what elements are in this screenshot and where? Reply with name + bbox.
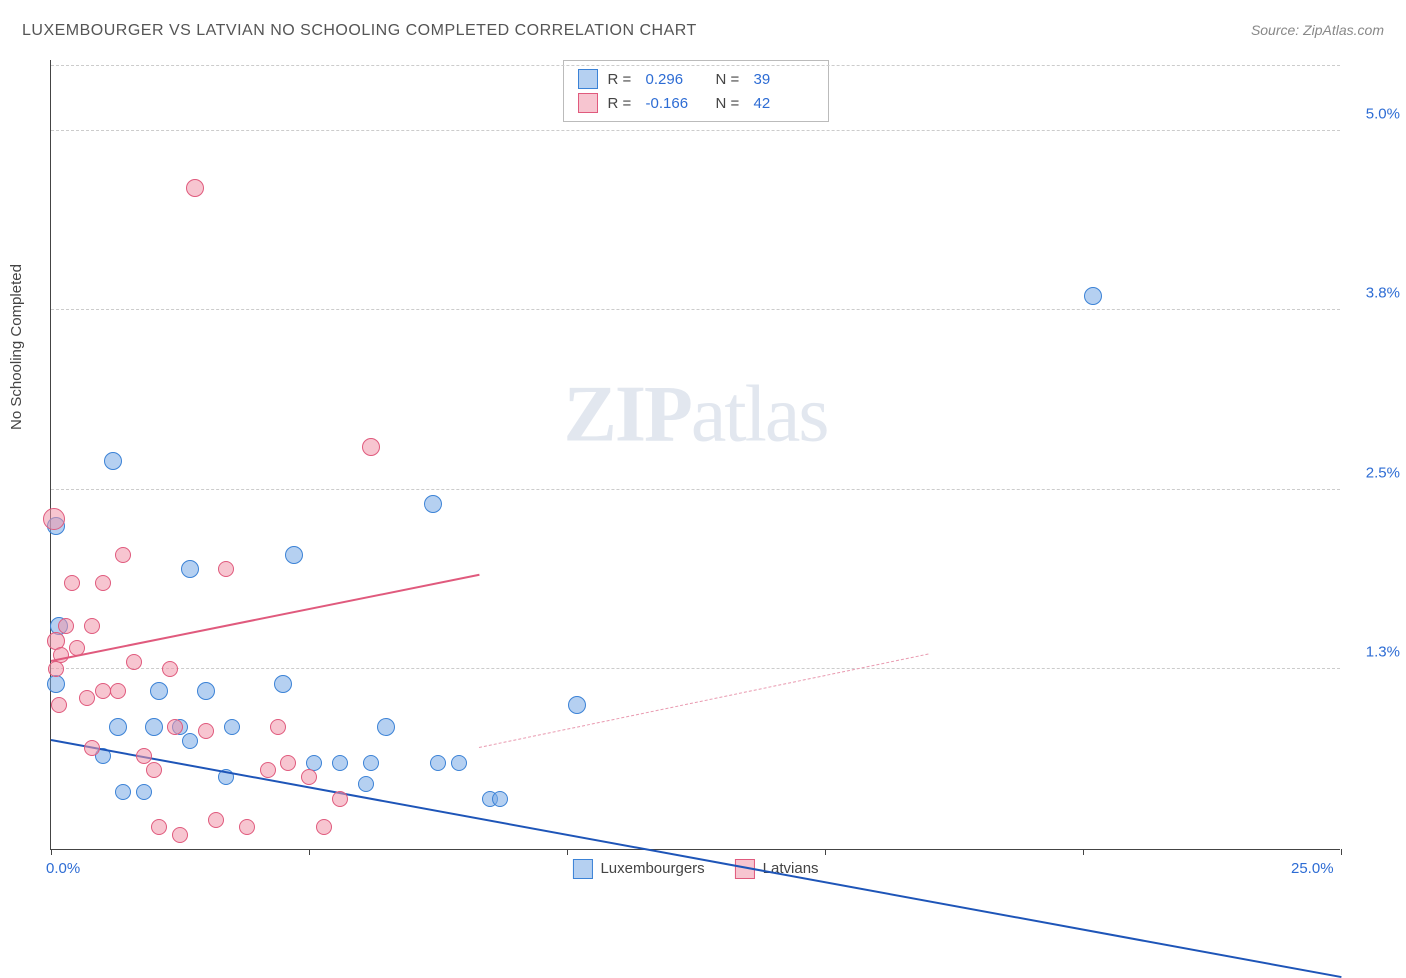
- scatter-point: [198, 723, 214, 739]
- scatter-point: [332, 791, 348, 807]
- scatter-point: [151, 819, 167, 835]
- gridline: [51, 130, 1340, 131]
- scatter-point: [146, 762, 162, 778]
- legend-n-value: 39: [754, 71, 814, 88]
- scatter-point: [181, 560, 199, 578]
- scatter-point: [358, 776, 374, 792]
- correlation-legend: R = 0.296 N = 39 R = -0.166 N = 42: [563, 60, 829, 122]
- scatter-point: [172, 827, 188, 843]
- x-tick-mark: [1341, 849, 1342, 855]
- scatter-point: [285, 546, 303, 564]
- plot-area: ZIPatlas R =0.296N =39R =-0.166N =42 Lux…: [50, 60, 1340, 850]
- scatter-point: [51, 697, 67, 713]
- scatter-point: [186, 179, 204, 197]
- y-tick-label: 5.0%: [1366, 105, 1400, 122]
- scatter-point: [377, 718, 395, 736]
- scatter-point: [150, 682, 168, 700]
- scatter-point: [115, 547, 131, 563]
- legend-swatch: [578, 69, 598, 89]
- y-tick-label: 1.3%: [1366, 644, 1400, 661]
- scatter-point: [1084, 287, 1102, 305]
- scatter-point: [47, 675, 65, 693]
- scatter-point: [84, 740, 100, 756]
- scatter-point: [126, 654, 142, 670]
- legend-r-label: R =: [608, 71, 636, 88]
- legend-r-value: 0.296: [646, 71, 706, 88]
- scatter-point: [239, 819, 255, 835]
- scatter-point: [301, 769, 317, 785]
- scatter-point: [224, 719, 240, 735]
- scatter-point: [208, 812, 224, 828]
- x-tick-mark: [1083, 849, 1084, 855]
- scatter-point: [316, 819, 332, 835]
- scatter-point: [48, 661, 64, 677]
- scatter-point: [109, 718, 127, 736]
- x-tick-label: 0.0%: [46, 860, 80, 877]
- scatter-point: [260, 762, 276, 778]
- scatter-point: [218, 561, 234, 577]
- scatter-point: [363, 755, 379, 771]
- scatter-point: [64, 575, 80, 591]
- scatter-point: [451, 755, 467, 771]
- series-legend: LuxembourgersLatvians: [572, 859, 818, 879]
- y-axis-label: No Schooling Completed: [8, 264, 25, 430]
- chart-title: LUXEMBOURGER VS LATVIAN NO SCHOOLING COM…: [22, 22, 697, 40]
- scatter-point: [492, 791, 508, 807]
- gridline: [51, 668, 1340, 669]
- scatter-point: [104, 452, 122, 470]
- legend-n-label: N =: [716, 71, 744, 88]
- watermark-light: atlas: [691, 371, 828, 459]
- x-tick-mark: [309, 849, 310, 855]
- scatter-point: [79, 690, 95, 706]
- scatter-point: [95, 575, 111, 591]
- x-tick-mark: [51, 849, 52, 855]
- y-tick-label: 2.5%: [1366, 464, 1400, 481]
- scatter-point: [58, 618, 74, 634]
- legend-n-label: N =: [716, 95, 744, 112]
- trend-line: [51, 739, 1341, 978]
- scatter-point: [362, 438, 380, 456]
- scatter-point: [280, 755, 296, 771]
- scatter-point: [270, 719, 286, 735]
- scatter-point: [95, 683, 111, 699]
- scatter-point: [84, 618, 100, 634]
- legend-swatch: [572, 859, 592, 879]
- legend-r-label: R =: [608, 95, 636, 112]
- source-attribution: Source: ZipAtlas.com: [1251, 22, 1384, 38]
- scatter-point: [115, 784, 131, 800]
- scatter-point: [136, 784, 152, 800]
- gridline: [51, 489, 1340, 490]
- legend-n-value: 42: [754, 95, 814, 112]
- scatter-point: [424, 495, 442, 513]
- scatter-point: [110, 683, 126, 699]
- scatter-point: [197, 682, 215, 700]
- scatter-point: [167, 719, 183, 735]
- scatter-point: [332, 755, 348, 771]
- scatter-point: [274, 675, 292, 693]
- x-tick-mark: [567, 849, 568, 855]
- gridline: [51, 309, 1340, 310]
- legend-swatch: [578, 93, 598, 113]
- scatter-point: [182, 733, 198, 749]
- x-tick-mark: [825, 849, 826, 855]
- trend-line: [51, 574, 480, 662]
- x-tick-label: 25.0%: [1291, 860, 1334, 877]
- scatter-point: [568, 696, 586, 714]
- gridline: [51, 65, 1340, 66]
- scatter-point: [430, 755, 446, 771]
- legend-r-value: -0.166: [646, 95, 706, 112]
- y-tick-label: 3.8%: [1366, 285, 1400, 302]
- watermark-bold: ZIP: [564, 371, 691, 459]
- watermark: ZIPatlas: [564, 370, 828, 461]
- scatter-point: [43, 508, 65, 530]
- legend-item: Luxembourgers: [572, 859, 704, 879]
- legend-row: R = 0.296 N = 39: [578, 67, 814, 91]
- scatter-point: [162, 661, 178, 677]
- legend-row: R = -0.166 N = 42: [578, 91, 814, 115]
- scatter-point: [136, 748, 152, 764]
- scatter-point: [145, 718, 163, 736]
- legend-label: Luxembourgers: [600, 860, 704, 877]
